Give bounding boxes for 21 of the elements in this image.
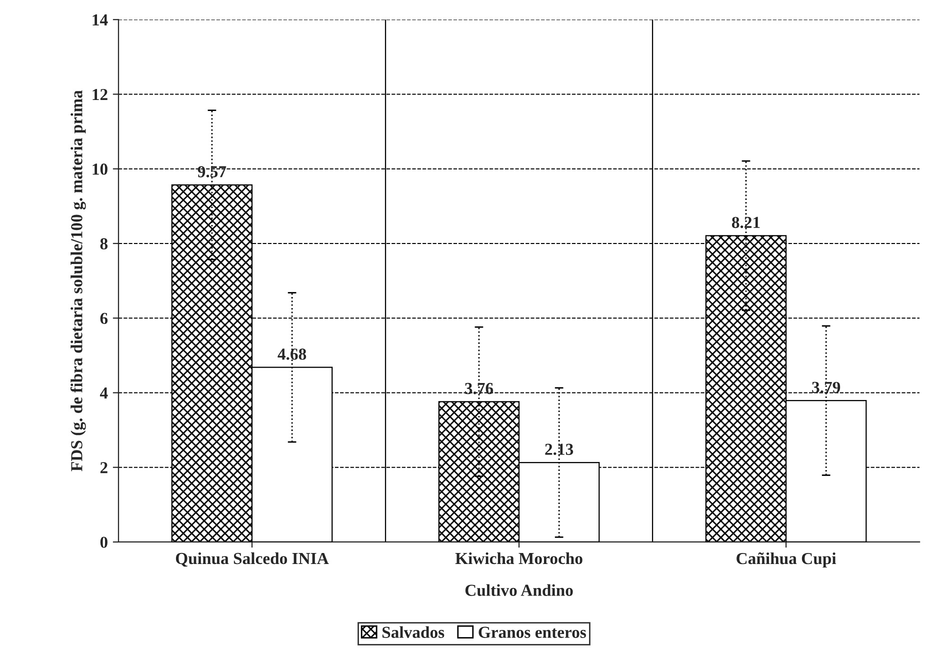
data-label: 2.13 [545,444,574,456]
y-axis-title: FDS (g. de fibra dietaria soluble/100 g. materia prima [70,90,86,472]
y-tick-label: 6 [100,312,108,324]
legend-label: Granos enteros [478,626,586,638]
x-axis-title: Cultivo Andino [465,584,573,596]
legend-label: Salvados [382,626,444,638]
y-tick-label: 2 [100,462,108,474]
y-tick-label: 8 [100,238,108,250]
y-tick-label: 4 [100,388,108,399]
x-tick-label: Kiwicha Morocho [455,552,582,564]
x-tick-label: Cañihua Cupi [736,552,836,568]
data-label: 3.76 [465,382,494,394]
data-label: 4.68 [278,348,306,360]
data-label: 8.21 [732,216,760,228]
y-tick-label: 10 [92,164,108,175]
y-tick-label: 12 [92,88,108,100]
data-label: 3.79 [812,382,840,394]
y-tick-label: 14 [92,14,108,26]
y-tick-label: 0 [100,536,108,548]
x-tick-label: Quinua Salcedo INIA [176,552,329,567]
data-label: 9.57 [198,166,226,178]
